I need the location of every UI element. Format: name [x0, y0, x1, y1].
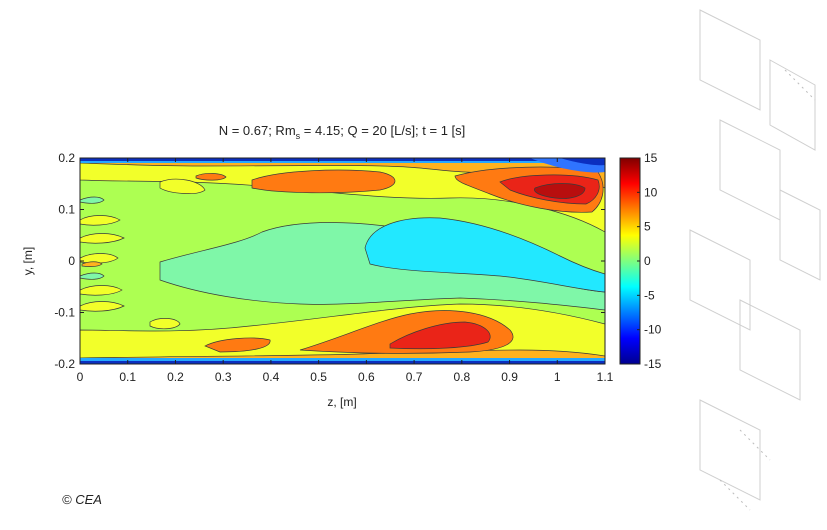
contour-orange-top-mid: [251, 169, 396, 194]
contour-cyan-core: [364, 217, 605, 293]
x-axis: 0 0.1 0.2 0.3 0.4 0.5 0.6 0.7 0.8 0.9 1 1.1: [77, 158, 614, 384]
y-tick-label: 0.2: [58, 151, 75, 165]
colorbar-axis: 15 10 5 0 -5 -10 -15: [637, 151, 662, 371]
colorbar-tick-label: 5: [644, 220, 651, 234]
x-tick-label: 0.1: [119, 370, 136, 384]
x-tick-label: 0.6: [358, 370, 375, 384]
colorbar-tick-label: 0: [644, 254, 651, 268]
colorbar-tick-label: 15: [644, 151, 658, 165]
y-tick-label: -0.2: [54, 357, 75, 371]
y-axis-label: y, [m]: [21, 247, 35, 275]
contour-yellow-lower-left: [149, 318, 181, 330]
contour-red-lower: [389, 321, 491, 350]
contour-field: [80, 158, 605, 364]
wall-top-layer: [80, 158, 605, 161]
x-tick-label: 1.1: [597, 370, 614, 384]
y-tick-label: 0.1: [58, 203, 75, 217]
contour-orange-lower-left: [204, 337, 271, 353]
x-tick-label: 0.4: [263, 370, 280, 384]
y-tick-label: 0: [68, 254, 75, 268]
colorbar-tick-label: -10: [644, 323, 662, 337]
x-tick-label: 1: [554, 370, 561, 384]
x-tick-label: 0.3: [215, 370, 232, 384]
x-tick-label: 0.9: [501, 370, 518, 384]
x-tick-label: 0.7: [406, 370, 423, 384]
colorbar-tick-label: 10: [644, 185, 658, 199]
x-axis-label: z, [m]: [327, 395, 356, 409]
colorbar-tick-label: -15: [644, 357, 662, 371]
contour-yellow-upper-left: [159, 178, 206, 194]
wall-bottom-layer: [80, 361, 605, 364]
x-tick-label: 0.8: [453, 370, 470, 384]
contour-darkred-top-right: [534, 183, 586, 199]
y-axis: 0.2 0.1 0 -0.1 -0.2: [54, 151, 605, 371]
x-tick-label: 0.5: [310, 370, 327, 384]
colorbar-tick-label: -5: [644, 288, 655, 302]
contour-orange-top-left: [195, 173, 227, 181]
copyright-credit: © CEA: [62, 492, 102, 507]
y-tick-label: -0.1: [54, 306, 75, 320]
chart-title: N = 0.67; Rms = 4.15; Q = 20 [L/s]; t = …: [219, 123, 466, 141]
x-tick-label: 0.2: [167, 370, 184, 384]
x-tick-label: 0: [77, 370, 84, 384]
